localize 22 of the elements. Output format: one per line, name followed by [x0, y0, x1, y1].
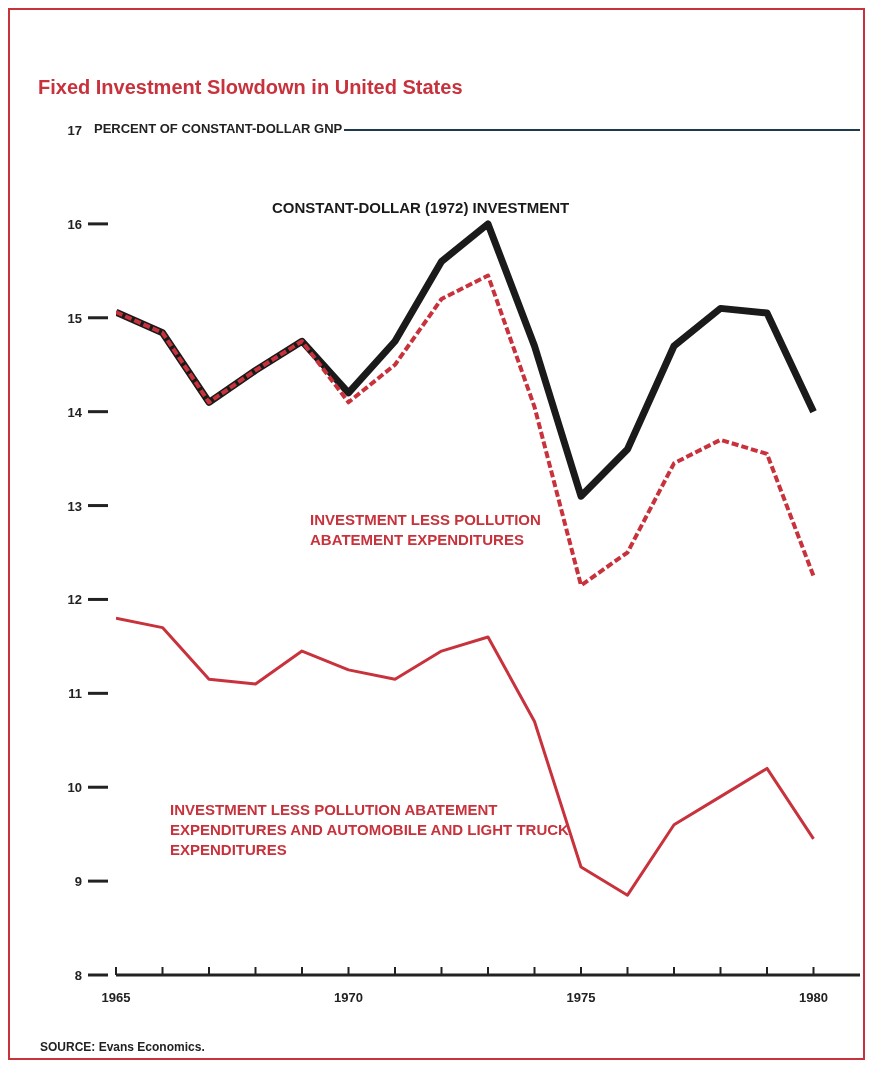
y-axis-title: PERCENT OF CONSTANT-DOLLAR GNP: [94, 121, 345, 136]
y-tick-label: 15: [67, 310, 82, 326]
x-tick-label: 1970: [334, 990, 363, 1006]
y-tick-label: 12: [67, 592, 82, 608]
series-label: INVESTMENT LESS POLLUTION ABATEMENT EXPENDITURES: [310, 510, 542, 550]
line-series: [116, 273, 816, 588]
text: CONSTANT-DOLLAR (1972) INVESTMENT: [272, 198, 571, 218]
y-tick-label: 11: [68, 686, 82, 702]
source-note: SOURCE: Evans Economics.: [40, 1040, 205, 1054]
y-tick-label: 9: [74, 874, 82, 890]
y-tick-label: 16: [67, 216, 82, 232]
y-tick-label: 8: [74, 968, 82, 983]
chart-title: Fixed Investment Slowdown in United States: [38, 76, 463, 99]
y-tick-label: 13: [67, 498, 82, 514]
x-tick-label: 1975: [566, 990, 596, 1006]
y-tick-label: 17: [67, 123, 82, 138]
line-series: [116, 616, 815, 897]
y-tick-label: 10: [67, 780, 82, 796]
series-label: INVESTMENT LESS POLLUTION ABATEMENT EXPENDITURES AND AUTOMOBILE AND LIGHT TRUCK EXPENDITURES: [170, 800, 570, 860]
x-tick-label: 1965: [101, 990, 131, 1006]
x-tick-label: 1980: [799, 990, 828, 1006]
y-tick-label: 14: [67, 404, 83, 420]
